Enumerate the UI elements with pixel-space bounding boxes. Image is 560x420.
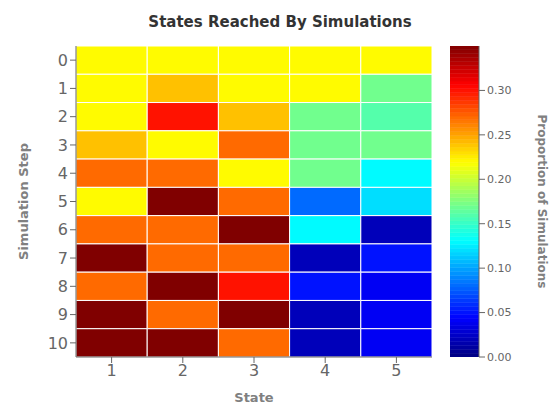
svg-text:2: 2 xyxy=(58,107,68,126)
svg-text:0.10: 0.10 xyxy=(487,262,512,275)
svg-text:4: 4 xyxy=(320,361,330,380)
svg-text:3: 3 xyxy=(58,136,68,155)
svg-text:0: 0 xyxy=(58,51,68,70)
svg-text:0.15: 0.15 xyxy=(487,218,512,231)
svg-text:1: 1 xyxy=(107,361,117,380)
svg-text:Proportion of Simulations: Proportion of Simulations xyxy=(535,115,549,289)
svg-text:Simulation Step: Simulation Step xyxy=(16,143,31,260)
svg-text:9: 9 xyxy=(58,305,68,324)
svg-text:5: 5 xyxy=(391,361,401,380)
svg-text:0.30: 0.30 xyxy=(487,84,512,97)
svg-text:7: 7 xyxy=(58,249,68,268)
svg-text:2: 2 xyxy=(178,361,188,380)
svg-text:State: State xyxy=(234,390,274,405)
html-text:States Reached By Simulations: States Reached By Simulations xyxy=(148,13,412,31)
svg-text:1: 1 xyxy=(58,79,68,98)
svg-text:5: 5 xyxy=(58,192,68,211)
svg-text:0.25: 0.25 xyxy=(487,129,512,142)
svg-text:0.00: 0.00 xyxy=(487,351,512,364)
svg-text:8: 8 xyxy=(58,277,68,296)
svg-text:4: 4 xyxy=(58,164,68,183)
svg-text:3: 3 xyxy=(249,361,259,380)
svg-text:0.05: 0.05 xyxy=(487,306,512,319)
svg-text:10: 10 xyxy=(48,334,68,353)
svg-text:6: 6 xyxy=(58,220,68,239)
svg-text:0.20: 0.20 xyxy=(487,173,512,186)
